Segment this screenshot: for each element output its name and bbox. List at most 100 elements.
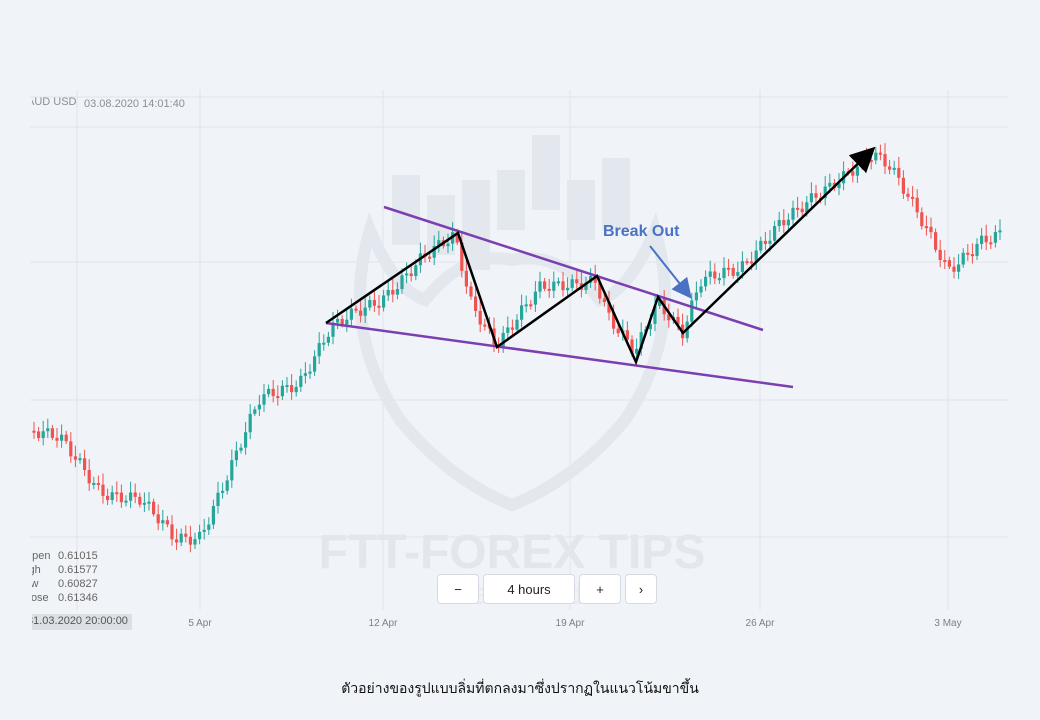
- candle-body: [717, 278, 721, 281]
- candle-body: [391, 289, 395, 295]
- x-tick-label: 3 May: [934, 618, 961, 629]
- candle-body: [851, 171, 855, 176]
- candle-body: [211, 505, 215, 525]
- candle-body: [722, 267, 726, 279]
- candle-body: [474, 296, 478, 311]
- candle-body: [253, 409, 257, 414]
- candle-body: [759, 240, 763, 251]
- symbol-box: AUD USD: [32, 96, 92, 110]
- candle-body: [690, 300, 694, 322]
- candle-body: [202, 529, 206, 532]
- candle-body: [607, 302, 611, 313]
- candle-body: [349, 308, 353, 320]
- grid: [30, 90, 1008, 610]
- candle-body: [230, 460, 234, 481]
- candle-body: [736, 271, 740, 276]
- candle-body: [46, 428, 50, 432]
- candle-body: [322, 342, 326, 345]
- next-button[interactable]: ›: [625, 574, 657, 604]
- candle-body: [409, 273, 413, 277]
- symbol: AUD USD: [32, 96, 77, 108]
- watermark-brand: FTT-FOREX TIPS: [319, 526, 706, 579]
- candle-body: [828, 182, 832, 187]
- zoom-out-button[interactable]: −: [437, 574, 479, 604]
- candle-body: [64, 434, 68, 442]
- candle-body: [786, 219, 790, 226]
- candle-body: [464, 270, 468, 287]
- candle-body: [400, 275, 404, 290]
- candle-body: [221, 490, 225, 493]
- candle-body: [740, 261, 744, 272]
- candle-body: [216, 492, 220, 506]
- candle-body: [814, 193, 818, 198]
- candle-body: [883, 154, 887, 167]
- x-tick-label: 26 Apr: [746, 618, 776, 629]
- candle-body: [239, 447, 243, 451]
- ohlc-label: low: [32, 578, 39, 590]
- candle-body: [405, 273, 409, 276]
- candle-body: [303, 373, 307, 376]
- candle-body: [547, 288, 551, 291]
- candle-body: [855, 166, 859, 176]
- candle-body: [648, 323, 652, 330]
- candle-body: [354, 308, 358, 311]
- candle-body: [920, 212, 924, 227]
- candle-body: [782, 220, 786, 226]
- candle-body: [69, 441, 73, 457]
- candle-body: [901, 177, 905, 194]
- candle-body: [943, 260, 947, 263]
- candle-body: [55, 437, 59, 441]
- candle-body: [612, 312, 616, 329]
- candle-body: [359, 310, 363, 316]
- logo-shield: [354, 212, 671, 512]
- timestamp: 03.08.2020 14:01:40: [84, 98, 185, 110]
- candle-body: [60, 434, 64, 441]
- candle-body: [970, 254, 974, 257]
- candle-body: [543, 281, 547, 289]
- candle-body: [455, 232, 459, 243]
- candle-body: [271, 388, 275, 397]
- candle-body: [993, 231, 997, 243]
- candle-body: [892, 167, 896, 170]
- wedge-upper: [383, 205, 764, 332]
- candle-body: [345, 319, 349, 325]
- candle-body: [635, 348, 639, 354]
- logo-bar: [497, 170, 525, 230]
- candle-body: [165, 520, 169, 525]
- candle-body: [115, 492, 119, 495]
- breakout-label: Break Out: [603, 223, 680, 240]
- candle-body: [50, 428, 54, 438]
- candle-body: [869, 159, 873, 162]
- candle-body: [133, 492, 137, 497]
- candle-body: [92, 483, 96, 486]
- zoom-in-button[interactable]: +: [579, 574, 621, 604]
- candle-body: [566, 287, 570, 291]
- candle-body: [510, 327, 514, 330]
- candle-body: [713, 271, 717, 279]
- candle-body: [290, 385, 294, 393]
- candle-body: [78, 458, 82, 461]
- logo-bar: [532, 135, 560, 210]
- candle-body: [593, 275, 597, 283]
- candle-body: [294, 386, 298, 393]
- wedge: [325, 205, 794, 389]
- candle-body: [184, 533, 188, 537]
- candle-body: [998, 230, 1002, 233]
- candle-body: [952, 266, 956, 272]
- candle-body: [101, 484, 105, 496]
- logo-bar: [602, 158, 630, 230]
- candle-body: [911, 196, 915, 199]
- cursor-date: 31.03.2020 20:00:00: [32, 615, 128, 627]
- candle-body: [602, 298, 606, 303]
- candle-body: [377, 305, 381, 308]
- candle-body: [676, 316, 680, 325]
- candle-body: [561, 281, 565, 291]
- candle-body: [837, 183, 841, 189]
- ohlc-row: close 0.61346: [32, 592, 98, 604]
- interval-button[interactable]: 4 hours: [483, 574, 575, 604]
- candle-body: [368, 299, 372, 308]
- x-tick-label: 5 Apr: [188, 618, 212, 629]
- candle-body: [156, 514, 160, 524]
- candle-body: [129, 492, 133, 501]
